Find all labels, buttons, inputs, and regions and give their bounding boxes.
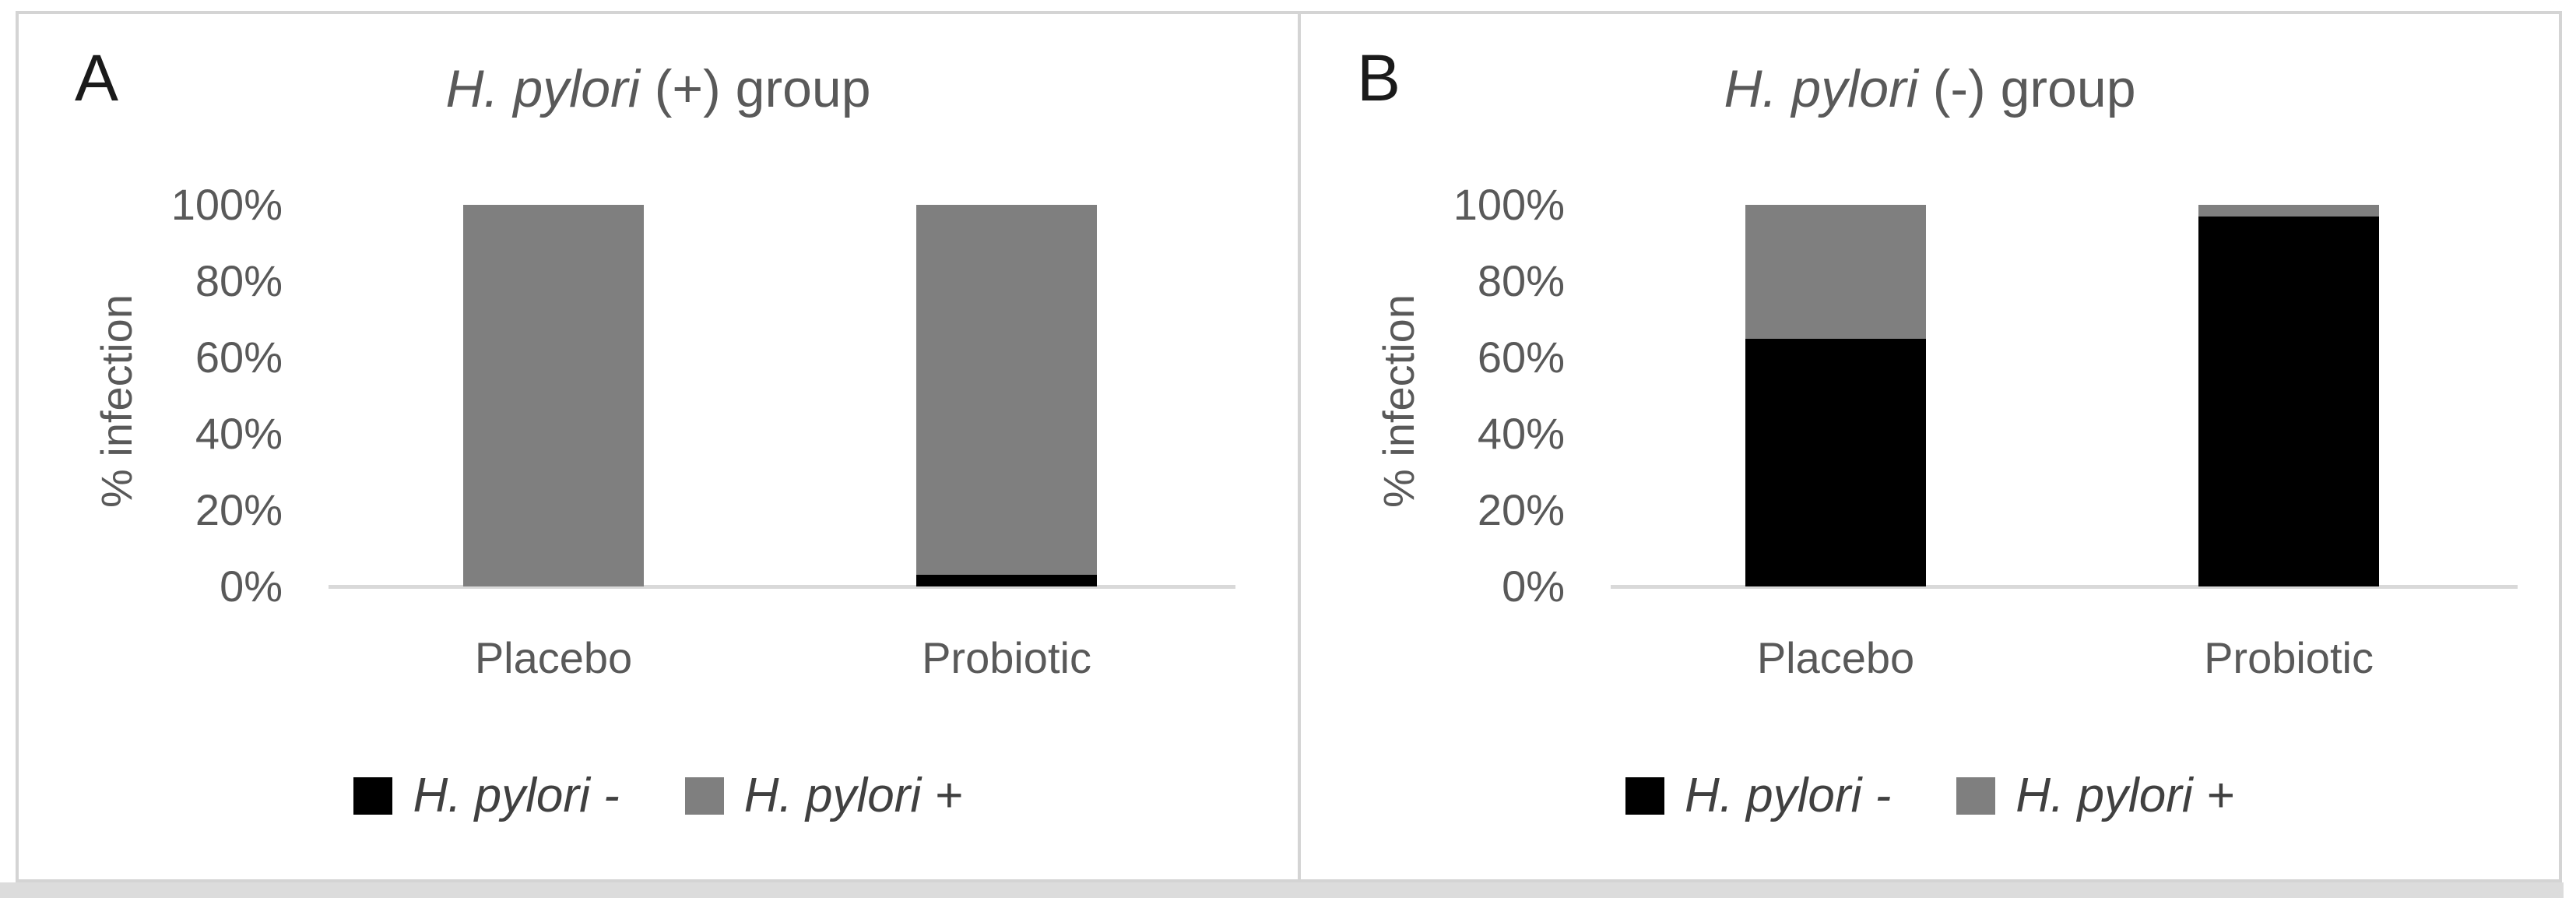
legend-item: H. pylori + [684,768,963,824]
bar-segment [916,205,1097,576]
bar-segment [2198,216,2379,586]
legend-item: H. pylori - [353,768,620,824]
stacked-bar-placebo [1745,205,1926,586]
y-axis-ticks: 100% 80% 60% 40% 20% 0% [19,14,283,637]
bar-segment [463,205,644,586]
y-tick-label: 80% [195,256,283,305]
panel-a: A H. pylori (+) group % infection 100% 80… [19,14,1298,879]
chart-title-species: H. pylori [1724,59,1918,118]
stacked-bar-placebo [463,205,644,586]
figure-frame: A H. pylori (+) group % infection 100% 80… [16,11,2562,882]
x-axis-line [1611,585,2518,589]
legend: H. pylori - H. pylori + [19,768,1298,824]
y-tick-label: 20% [195,485,283,534]
legend-label: H. pylori + [743,769,963,822]
legend-item: H. pylori + [1956,768,2234,824]
panel-letter-a: A [75,41,119,114]
legend-swatch-icon [684,777,724,815]
bar-segment [1745,205,1926,339]
plot-area [1611,205,2518,589]
y-tick-label: 0% [1502,562,1565,611]
chart-title: H. pylori (-) group [1301,58,2559,121]
stacked-bar-probiotic [916,205,1097,586]
stacked-bar-probiotic [2198,205,2379,586]
x-axis-line [329,585,1235,589]
y-tick-label: 100% [1453,180,1565,229]
x-category-label: Placebo [1756,633,1915,682]
chart-title-species: H. pylori [445,59,640,118]
legend-swatch-icon [353,777,393,815]
x-category-label: Probiotic [922,633,1091,682]
legend-label: H. pylori - [413,769,620,822]
legend-swatch-icon [1956,777,1996,815]
y-tick-label: 60% [195,333,283,382]
y-tick-label: 20% [1477,485,1565,534]
y-tick-label: 40% [195,409,283,458]
y-tick-label: 60% [1477,333,1565,382]
x-category-label: Probiotic [2204,633,2374,682]
legend-label: H. pylori - [1684,769,1892,822]
chart-title: H. pylori (+) group [19,58,1298,121]
bottom-band [0,882,2564,898]
panel-letter-b: B [1357,41,1401,114]
legend-item: H. pylori - [1625,768,1891,824]
y-tick-label: 40% [1477,409,1565,458]
chart-title-rest: (-) group [1917,59,2136,118]
y-tick-label: 100% [170,180,283,229]
legend-swatch-icon [1625,777,1664,815]
bar-segment [916,575,1097,586]
legend-label: H. pylori + [2015,769,2235,822]
y-tick-label: 0% [220,562,283,611]
bar-segment [2198,205,2379,217]
y-tick-label: 80% [1477,256,1565,305]
x-category-label: Placebo [474,633,633,682]
panel-divider [1298,14,1301,879]
bar-segment [1745,338,1926,586]
x-axis-labels: Placebo Probiotic [1611,633,2518,688]
y-axis-ticks: 100% 80% 60% 40% 20% 0% [1301,14,1565,637]
chart-title-rest: (+) group [639,59,871,118]
panel-b: B H. pylori (-) group % infection 100% 80… [1301,14,2559,879]
legend: H. pylori - H. pylori + [1301,768,2559,824]
x-axis-labels: Placebo Probiotic [329,633,1235,688]
plot-area [329,205,1235,589]
